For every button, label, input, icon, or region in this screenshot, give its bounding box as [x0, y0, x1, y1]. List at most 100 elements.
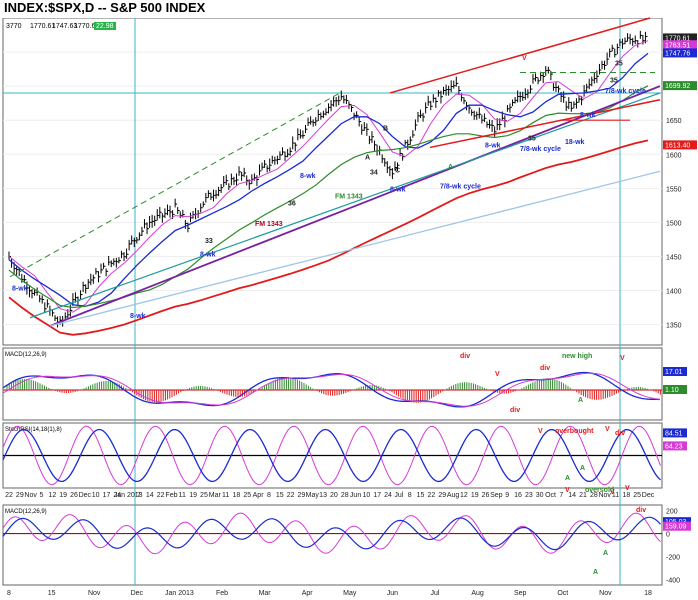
price-annotation: 7/8-wk cycle — [520, 146, 561, 153]
macd-title: MACD(12,26,9) — [5, 352, 47, 358]
price-level-label: 1763.51 — [665, 42, 690, 49]
macd2-tick-label: -200 — [666, 554, 680, 561]
macd2-signal-line — [2, 516, 661, 551]
x-axis-label: Sep — [490, 492, 503, 499]
stochrsi-level-label: 64.23 — [665, 443, 683, 450]
x-axis-label: Mar — [209, 492, 222, 499]
x-axis-label: 23 — [525, 492, 533, 499]
price-annotation: 7/8-wk cycle — [440, 183, 481, 190]
x-axis-bottom-label: Nov — [88, 590, 101, 597]
x-axis-label: 20 — [330, 492, 338, 499]
stochrsi-annotation: div — [615, 430, 625, 437]
x-axis-label: 17 — [373, 492, 381, 499]
x-axis-label: 15 — [417, 492, 425, 499]
price-annotation: FM 1343 — [335, 194, 363, 201]
ohlc-value: 22.98 — [96, 23, 114, 30]
price-tick-label: 1500 — [666, 220, 682, 227]
macd2-tick-label: -400 — [666, 577, 680, 584]
price-annotation: 8-wk — [12, 286, 28, 293]
x-axis-bottom-label: Mar — [259, 590, 272, 597]
channel-bottom-red — [429, 99, 661, 149]
stochrsi-annotation: A — [580, 465, 585, 472]
price-annotation: 8-wk — [580, 112, 596, 119]
x-axis-label: 12 — [48, 492, 56, 499]
x-axis-label: Oct — [545, 492, 556, 499]
x-axis-label: 18 — [622, 492, 630, 499]
x-axis-label: 19 — [59, 492, 67, 499]
x-axis-label: 25 — [200, 492, 208, 499]
x-axis-label: 26 — [482, 492, 490, 499]
macd-annotation: new high — [562, 353, 592, 360]
macd2-annotation: div — [636, 507, 646, 514]
x-axis-bottom-label: Nov — [599, 590, 612, 597]
x-axis-label: 18 — [233, 492, 241, 499]
price-annotation: FM 1343 — [255, 221, 283, 228]
header-bar — [0, 0, 698, 18]
x-axis-label: Aug — [447, 492, 460, 499]
x-axis-label: 9 — [505, 492, 509, 499]
x-axis-label: 5 — [40, 492, 44, 499]
macd2-annotation: V — [565, 487, 570, 494]
x-axis-label: 14 — [568, 492, 576, 499]
x-axis-label: 28 — [341, 492, 349, 499]
x-axis-label: 24 — [113, 492, 121, 499]
panel-macd2 — [2, 504, 663, 586]
x-axis-label: 7 — [137, 492, 141, 499]
chart-title: INDEX:$SPX,D -- S&P 500 INDEX — [4, 0, 206, 15]
price-tick-label: 1450 — [666, 254, 682, 261]
x-axis-label: 25 — [243, 492, 251, 499]
x-axis-label: 22 — [5, 492, 13, 499]
price-level-badge — [663, 140, 697, 150]
x-axis-label: 12 — [460, 492, 468, 499]
x-axis-label: 10 — [363, 492, 371, 499]
x-axis-bottom-label: Jun — [387, 590, 398, 597]
macd-annotation: div — [540, 365, 550, 372]
ma-fast-line — [8, 40, 649, 313]
x-axis-bottom-label: Jan 2013 — [165, 590, 194, 597]
price-annotation: 18-wk — [565, 139, 585, 146]
price-annotation: 8-wk — [200, 251, 216, 258]
stochrsi-annotation: oversold — [585, 487, 614, 494]
change-badge — [94, 22, 116, 30]
x-axis-label: Jul — [394, 492, 403, 499]
stochrsi-d-line — [2, 428, 661, 483]
x-axis-bottom-label: 18 — [644, 590, 652, 597]
x-axis-label: 7 — [559, 492, 563, 499]
macd2-level-label: 159.09 — [665, 524, 687, 531]
price-level-label: 1699.92 — [665, 83, 690, 90]
price-annotation: 36 — [288, 200, 296, 207]
x-axis-label: 11 — [612, 492, 619, 499]
x-axis-label: Jan 2013 — [114, 492, 143, 499]
channel-top-red — [389, 17, 651, 94]
x-axis-bottom-label: Apr — [302, 590, 314, 597]
x-axis-label: 8 — [267, 492, 271, 499]
stochrsi-level-badge — [663, 428, 687, 438]
x-axis-label: 30 — [536, 492, 544, 499]
price-annotation: A — [365, 155, 370, 162]
x-axis-label: Nov — [24, 492, 37, 499]
price-annotation: 35 — [615, 61, 623, 68]
macd-annotation: div — [460, 353, 470, 360]
x-axis-label: 22 — [157, 492, 165, 499]
stochrsi-level-label: 84.51 — [665, 430, 683, 437]
trendline-teal — [29, 92, 661, 319]
x-axis-label: 22 — [287, 492, 295, 499]
price-level-badge — [663, 33, 697, 43]
x-axis-label: 16 — [514, 492, 522, 499]
price-annotation: 8-wk — [390, 187, 406, 194]
x-axis-bottom-label: May — [343, 590, 357, 597]
x-axis-label: Apr — [253, 492, 265, 499]
price-level-label: 1613.40 — [665, 142, 690, 149]
x-axis-label: 17 — [103, 492, 111, 499]
channel-green-dashed — [9, 92, 341, 278]
x-axis-bottom-label: Aug — [471, 590, 484, 597]
price-annotation: 33 — [205, 238, 213, 245]
price-tick-label: 1400 — [666, 289, 682, 296]
price-annotation: 8-wk — [300, 173, 316, 180]
ohlc-prefix: 3770 — [6, 23, 22, 30]
x-axis-bottom-label: Oct — [557, 590, 568, 597]
price-annotation: 7/8-wk cycle — [605, 88, 646, 95]
macd2-annotation: V — [610, 489, 615, 496]
